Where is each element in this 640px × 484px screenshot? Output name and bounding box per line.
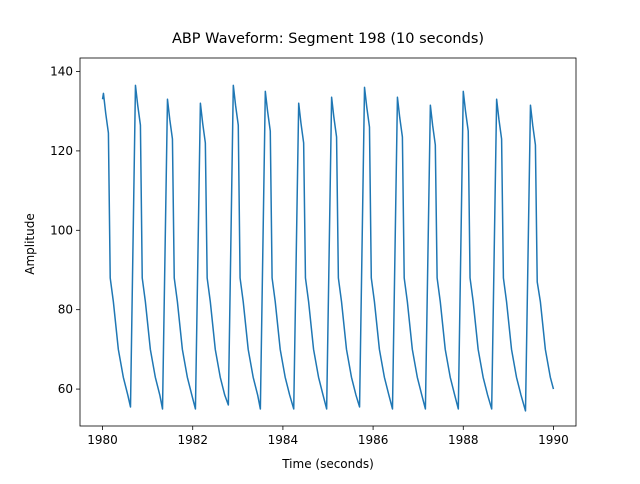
- x-tick-label: 1990: [538, 433, 569, 447]
- line-series: [101, 84, 555, 412]
- y-tick-label: 120: [50, 144, 73, 158]
- x-axis-label: Time (seconds): [281, 457, 374, 471]
- x-tick-label: 1984: [268, 433, 299, 447]
- y-tick-label: 80: [58, 303, 73, 317]
- y-tick-label: 100: [50, 223, 73, 237]
- x-tick-label: 1988: [448, 433, 479, 447]
- axes-frame: [79, 57, 577, 427]
- x-tick-label: 1980: [87, 433, 118, 447]
- y-tick-label: 140: [50, 64, 73, 78]
- plot-area: [101, 84, 555, 412]
- x-tick-label: 1982: [177, 433, 208, 447]
- y-tick-label: 60: [58, 382, 73, 396]
- y-axis-label: Amplitude: [23, 213, 37, 275]
- chart-title: ABP Waveform: Segment 198 (10 seconds): [172, 31, 484, 47]
- x-tick-label: 1986: [358, 433, 389, 447]
